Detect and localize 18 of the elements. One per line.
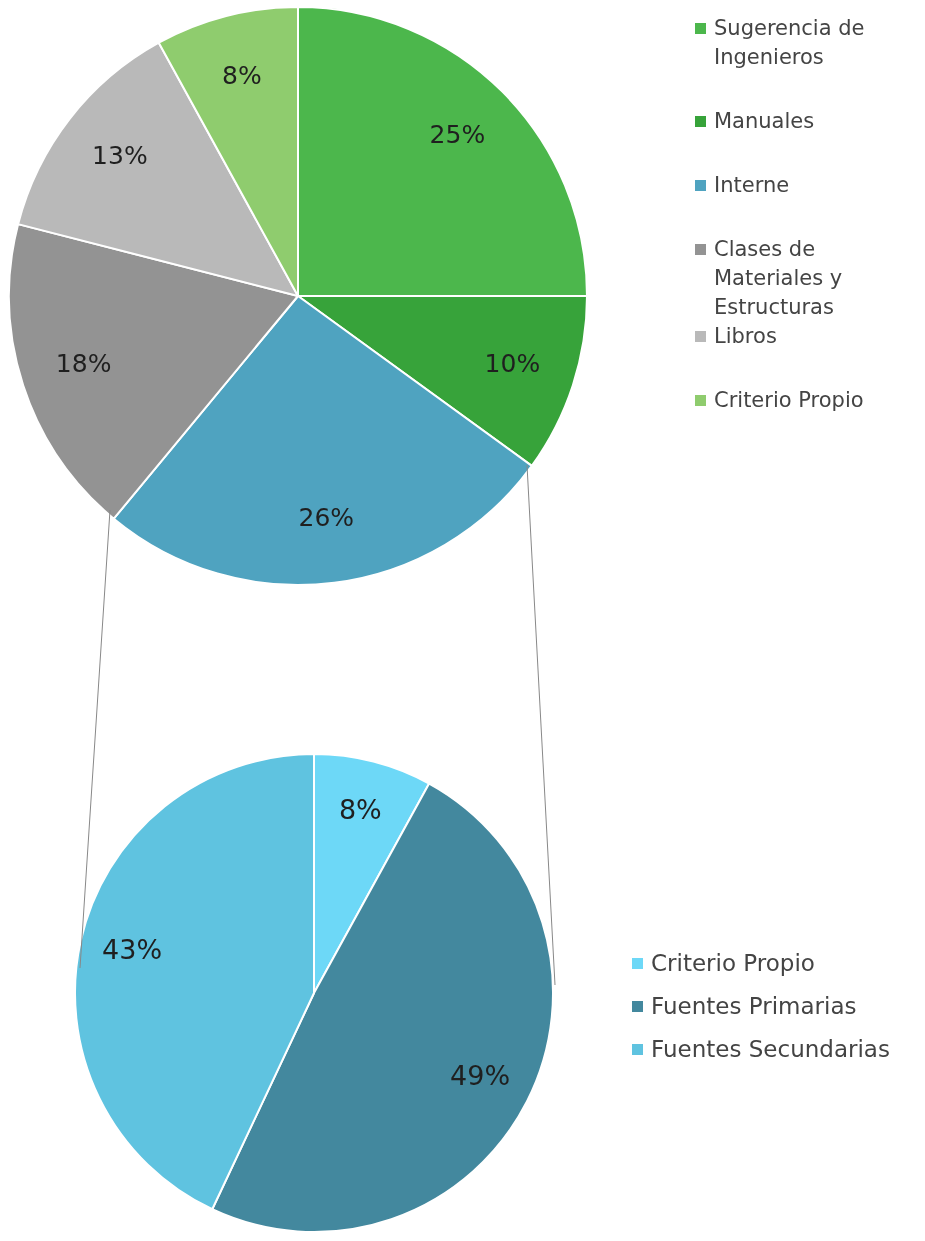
data-label: 8%: [338, 794, 382, 826]
data-label: 43%: [102, 934, 163, 966]
legend-label: Sugerencia de Ingenieros: [714, 15, 866, 71]
data-label: 13%: [92, 141, 148, 171]
legend-label: Interne: [714, 172, 790, 199]
data-label: 10%: [484, 349, 541, 379]
data-label: 26%: [298, 503, 355, 533]
legend-label: Criterio Propio: [651, 949, 815, 978]
legend-label: Libros: [714, 323, 777, 350]
data-label: 25%: [429, 120, 486, 150]
legend-label: Clases de Materiales y Estructuras: [714, 236, 844, 321]
legend-label: Criterio Propio: [714, 387, 864, 414]
data-label: 8%: [222, 61, 262, 91]
legend-label: Fuentes Primarias: [651, 992, 857, 1021]
data-label: 18%: [55, 349, 112, 379]
data-label: 49%: [450, 1059, 511, 1091]
legend-label: Fuentes Secundarias: [651, 1035, 890, 1064]
legend-label: Manuales: [714, 108, 815, 135]
